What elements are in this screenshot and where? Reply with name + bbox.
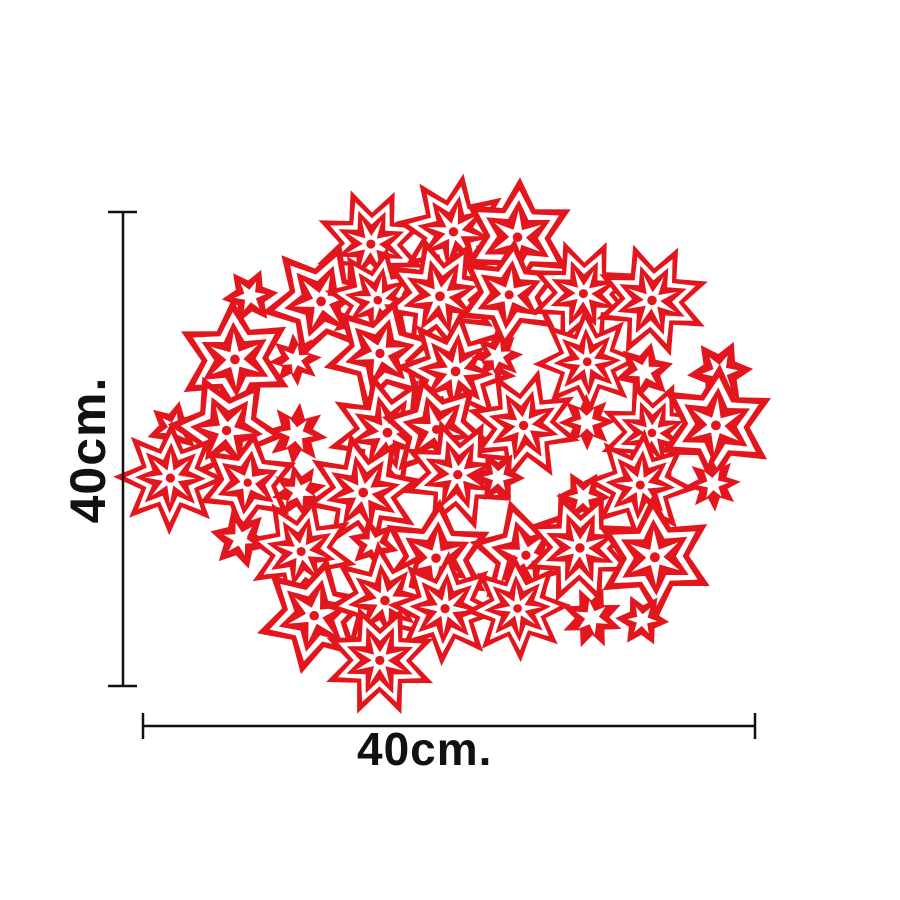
- star-center: [382, 427, 393, 438]
- width-dimension-line: [141, 713, 757, 739]
- star-center: [578, 289, 588, 299]
- star-center: [448, 227, 459, 237]
- star-center: [309, 610, 320, 621]
- small-star-cutout: [223, 522, 257, 556]
- height-label: 40cm.: [60, 376, 116, 524]
- star-center: [230, 354, 240, 365]
- star-center: [582, 357, 592, 367]
- star-center: [647, 295, 657, 306]
- height-dimension-line: [108, 210, 137, 688]
- star-center: [575, 543, 585, 553]
- star-center: [375, 348, 385, 359]
- star-center: [453, 469, 463, 480]
- small-star-cutout: [483, 341, 511, 370]
- star-center: [431, 553, 441, 563]
- star-center: [450, 366, 461, 377]
- small-star-cutout: [284, 476, 314, 507]
- star-center: [165, 473, 175, 483]
- small-star-cutout: [628, 355, 661, 388]
- star-center: [375, 655, 385, 666]
- star-center: [504, 290, 514, 300]
- star-center: [647, 428, 657, 438]
- star-center: [521, 550, 531, 560]
- small-star-cutout: [483, 464, 513, 491]
- star-center: [243, 478, 252, 487]
- star-center: [380, 595, 390, 606]
- star-center: [513, 604, 522, 613]
- star-center: [435, 291, 445, 302]
- width-label: 40cm.: [357, 723, 493, 775]
- star-center: [366, 239, 376, 249]
- small-star-cutout: [697, 470, 729, 498]
- small-star-cutout: [279, 418, 314, 450]
- small-star-cutout: [571, 408, 603, 436]
- star-center: [358, 487, 369, 498]
- star-center: [221, 425, 232, 436]
- small-star-cutout: [568, 483, 598, 510]
- small-star-cutout: [575, 600, 609, 635]
- small-star-cutout: [359, 529, 388, 558]
- small-star-cutout: [234, 281, 266, 311]
- small-star-cutout: [627, 606, 658, 634]
- small-star-cutout: [281, 345, 310, 375]
- star-center: [440, 604, 450, 614]
- star-center: [373, 295, 383, 305]
- star-center: [711, 420, 721, 431]
- star-center: [316, 296, 326, 307]
- star-center: [518, 420, 529, 431]
- star-center: [649, 552, 660, 563]
- star-center: [296, 546, 306, 557]
- star-center: [635, 480, 645, 490]
- snowflake-pattern: [113, 173, 771, 715]
